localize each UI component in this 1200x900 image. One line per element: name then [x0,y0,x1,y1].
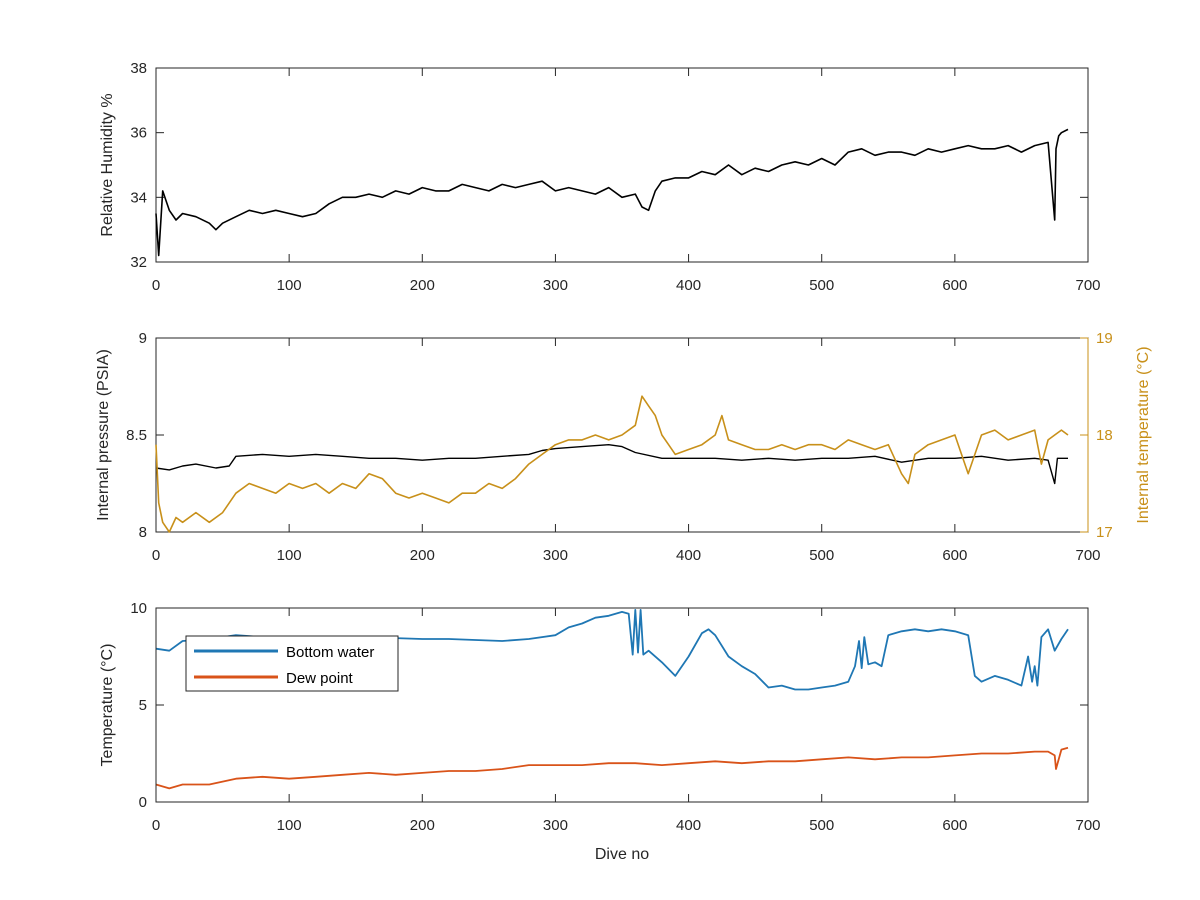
y2-tick-label: 19 [1096,330,1113,347]
y-tick-label: 9 [139,330,147,347]
y-tick-label: 0 [139,794,147,811]
x-tick-label: 500 [809,817,834,834]
y2-tick-label: 18 [1096,427,1113,444]
humidity-plot-box [155,67,1089,263]
x-tick-label: 400 [676,547,701,564]
x-axis-label: Dive no [595,846,649,863]
x-tick-label: 700 [1075,547,1100,564]
x-tick-label: 200 [410,817,435,834]
x-tick-label: 200 [410,547,435,564]
x-tick-label: 500 [809,547,834,564]
y2-tick-label: 17 [1096,524,1113,541]
dew-point-line [155,746,1069,790]
y-tick-label: 34 [130,189,147,206]
humidity-ylabel: Relative Humidity % [99,93,116,236]
x-tick-label: 600 [942,817,967,834]
internal-temperature-line [155,395,1069,533]
x-tick-label: 300 [543,277,568,294]
x-tick-label: 600 [942,547,967,564]
legend-label-dew-point: Dew point [286,670,354,687]
x-tick-label: 0 [152,817,160,834]
internal-pressure-line [155,444,1068,485]
y-tick-label: 38 [130,60,147,77]
panel-2-ticks: 0 100 200 300 400 500 600 700 8 8.5 9 17 18 19 [126,330,1113,564]
y-tick-label: 10 [130,600,147,617]
panel-3-ticks: 0 100 200 300 400 500 600 700 0 5 10 [130,600,1100,834]
internal-temperature-ylabel: Internal temperature (°C) [1135,346,1152,523]
x-tick-label: 700 [1075,817,1100,834]
legend: Bottom water Dew point [185,635,399,692]
bottom-water-line [155,609,1069,691]
pressure-ylabel: Internal pressure (PSIA) [95,349,112,521]
x-tick-label: 0 [152,547,160,564]
x-tick-label: 100 [277,547,302,564]
legend-box [185,635,399,692]
humidity-panel: Relative Humidity % [99,67,1089,263]
relative-humidity-line [155,128,1069,257]
x-tick-label: 600 [942,277,967,294]
panel-1-ticks: 0 100 200 300 400 500 600 700 32 34 36 38 [130,60,1100,294]
x-tick-label: 500 [809,277,834,294]
y-tick-label: 8.5 [126,427,147,444]
x-tick-label: 400 [676,277,701,294]
x-tick-label: 0 [152,277,160,294]
x-tick-label: 100 [277,277,302,294]
y-tick-label: 32 [130,254,147,271]
x-tick-label: 700 [1075,277,1100,294]
x-tick-label: 200 [410,277,435,294]
y-tick-label: 36 [130,125,147,142]
x-tick-label: 300 [543,547,568,564]
x-tick-label: 300 [543,817,568,834]
y-tick-label: 8 [139,524,147,541]
y-tick-label: 5 [139,697,147,714]
x-tick-label: 100 [277,817,302,834]
legend-label-bottom-water: Bottom water [286,644,374,661]
temperature-ylabel: Temperature (°C) [99,644,116,767]
x-tick-label: 400 [676,817,701,834]
